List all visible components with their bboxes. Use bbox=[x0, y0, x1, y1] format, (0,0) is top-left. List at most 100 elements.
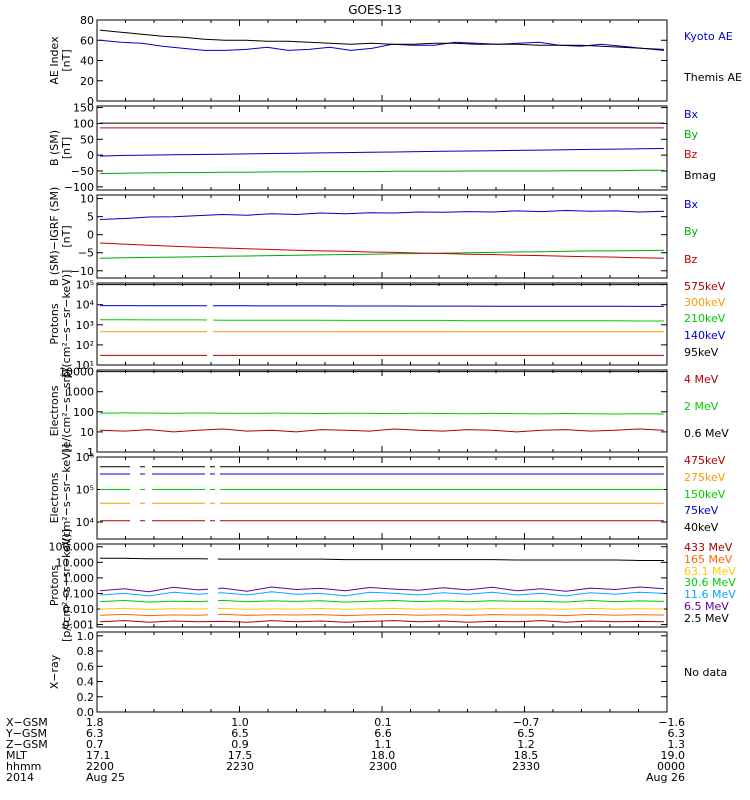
x-axis-row-label: hhmm bbox=[6, 760, 41, 773]
legend-label: 63.1 MeV bbox=[684, 565, 736, 578]
panel-protons1: 10⁵ 10⁴ 10³ 10² 10¹ Protons p/(cm²−s−sr−keV)] 5… bbox=[48, 270, 726, 379]
y-tick-label: −5 bbox=[78, 247, 94, 260]
legend-label: 475keV bbox=[684, 454, 726, 467]
data-gap bbox=[215, 465, 220, 531]
series-line-By bbox=[99, 169, 664, 174]
panel-ae: 80 60 40 20 0 AE Index [nT] Kyoto AE Themis AE bbox=[48, 14, 742, 108]
legend-label: 300keV bbox=[684, 296, 726, 309]
series-line-11.6-MeV bbox=[99, 591, 665, 597]
legend-label: 140keV bbox=[684, 329, 726, 342]
y-axis-label: B (SM) bbox=[48, 130, 61, 166]
x-axis-value: 1.2 bbox=[517, 738, 535, 751]
panel-frame bbox=[96, 456, 668, 540]
x-axis-value: 1.0 bbox=[231, 716, 249, 729]
y-axis-label: X−ray bbox=[48, 654, 61, 689]
series-line-6.5-MeV bbox=[99, 586, 665, 593]
panel-electrons2: 10⁶ 10⁵ 10⁴ Electrons e/(cm²−s−sr−keV)] 475ke… bbox=[48, 444, 726, 552]
y-axis-label: AE Index bbox=[48, 36, 61, 85]
series-line-2-MeV bbox=[99, 412, 665, 415]
y-tick-label: 10.000 bbox=[56, 556, 95, 569]
y-tick-label: 0.001 bbox=[63, 619, 95, 632]
panel-frame bbox=[96, 282, 668, 366]
panel-protons2: 100.000 10.000 1.000 0.100 0.010 0.001Protons… bbox=[48, 529, 736, 642]
series-line-140keV bbox=[100, 305, 664, 307]
y-tick-label: 10² bbox=[76, 339, 94, 352]
panel-frame bbox=[96, 369, 668, 453]
x-axis-value: 2200 bbox=[86, 760, 114, 773]
legend-label: 30.6 MeV bbox=[684, 576, 736, 589]
panel-frame bbox=[96, 19, 668, 102]
y-axis-unit: [nT] bbox=[60, 49, 73, 71]
y-axis-unit: [nT] bbox=[60, 137, 73, 159]
series-line-Themis-AE bbox=[99, 29, 665, 51]
y-tick-label: 0.2 bbox=[77, 691, 95, 704]
legend-label: 40keV bbox=[684, 521, 719, 534]
x-axis-value: 6.3 bbox=[86, 727, 104, 740]
y-tick-label: 5 bbox=[87, 211, 94, 224]
legend-label: 210keV bbox=[684, 312, 726, 325]
panel-bsmigrf: 10 5 0 −5 −10 B (SM)−IGRF (SM) [nT] Bx By Bz bbox=[48, 187, 699, 287]
x-axis-row-label: Y−GSM bbox=[5, 727, 47, 740]
y-tick-label: 10 bbox=[80, 193, 94, 206]
y-axis-unit: [e/(cm²−s−sr)] bbox=[60, 369, 73, 452]
panel-bsm: 150 100 50 0 −50 −100 B (SM) [nT] Bx By Bz Bmag bbox=[48, 102, 716, 194]
legend-label: 0.6 MeV bbox=[684, 427, 729, 440]
legend-label: Bx bbox=[684, 198, 699, 211]
x-axis-row-label: MLT bbox=[6, 749, 27, 762]
x-axis-value: 18.0 bbox=[371, 749, 396, 762]
y-tick-label: 10⁶ bbox=[76, 451, 95, 464]
x-axis-value: 6.5 bbox=[517, 727, 535, 740]
y-tick-label: −10 bbox=[71, 265, 94, 278]
panel-frame bbox=[96, 631, 668, 713]
y-tick-label: 0.6 bbox=[77, 660, 95, 673]
y-tick-label: 0.010 bbox=[63, 603, 95, 616]
y-tick-label: 50 bbox=[80, 133, 94, 146]
legend-label: Bmag bbox=[684, 169, 716, 182]
legend-label: 433 MeV bbox=[684, 541, 733, 554]
legend-label: 575keV bbox=[684, 280, 726, 293]
series-line-Bx bbox=[99, 148, 665, 157]
legend-label: Themis AE bbox=[683, 71, 742, 84]
x-axis-row-label: 2014 bbox=[6, 771, 34, 784]
legend-label: Bx bbox=[684, 108, 699, 121]
y-axis-label: B (SM)−IGRF (SM) bbox=[48, 187, 61, 287]
y-tick-label: 1.0 bbox=[77, 630, 95, 643]
legend-label: 11.6 MeV bbox=[684, 588, 736, 601]
legend-label: By bbox=[684, 128, 699, 141]
data-gap bbox=[205, 465, 210, 531]
x-axis-value: 17.1 bbox=[86, 749, 111, 762]
x-axis-value: 6.5 bbox=[231, 727, 249, 740]
y-axis-label: Electrons bbox=[48, 385, 61, 436]
legend-label: 6.5 MeV bbox=[684, 600, 729, 613]
x-axis-value: 2300 bbox=[369, 760, 397, 773]
data-gap bbox=[208, 552, 218, 619]
y-tick-label: 10⁵ bbox=[76, 279, 94, 292]
y-tick-label: 40 bbox=[80, 55, 94, 68]
y-tick-label: 0.0 bbox=[77, 706, 95, 719]
y-tick-label: 0.100 bbox=[63, 587, 95, 600]
no-data-label: No data bbox=[684, 666, 727, 679]
panel-xray: 1.0 0.8 0.6 0.4 0.2 0.0 X−ray No data bbox=[48, 630, 727, 719]
x-axis-value: Aug 26 bbox=[646, 771, 685, 784]
series-line-Bz bbox=[99, 242, 665, 259]
y-tick-label: 20 bbox=[80, 75, 94, 88]
y-tick-label: 10 bbox=[80, 426, 94, 439]
y-tick-label: 10⁵ bbox=[76, 484, 94, 497]
y-axis-label: Electrons bbox=[48, 472, 61, 523]
y-tick-label: 10³ bbox=[76, 319, 94, 332]
y-axis-unit: [nT] bbox=[60, 225, 73, 247]
y-tick-label: 10⁴ bbox=[76, 516, 95, 529]
panel-electrons1: 10000 1000 100 10 1 Electrons [e/(cm²−s−sr)] 4 … bbox=[48, 366, 729, 459]
y-tick-label: 100 bbox=[73, 117, 94, 130]
x-axis-value: −1.6 bbox=[658, 716, 685, 729]
y-axis-unit: e/(cm²−s−sr−keV)] bbox=[60, 444, 73, 552]
y-axis-unit: [p/(cm²−s−sr−keV)] bbox=[60, 529, 73, 642]
x-axis-value: 1.3 bbox=[668, 738, 686, 751]
x-axis-value: Aug 25 bbox=[86, 771, 125, 784]
legend-label: Kyoto AE bbox=[684, 30, 733, 43]
legend-label: 165 MeV bbox=[684, 553, 733, 566]
y-tick-label: 1000 bbox=[66, 386, 94, 399]
x-axis-value: 19.0 bbox=[661, 749, 686, 762]
y-tick-label: 100 bbox=[73, 406, 94, 419]
